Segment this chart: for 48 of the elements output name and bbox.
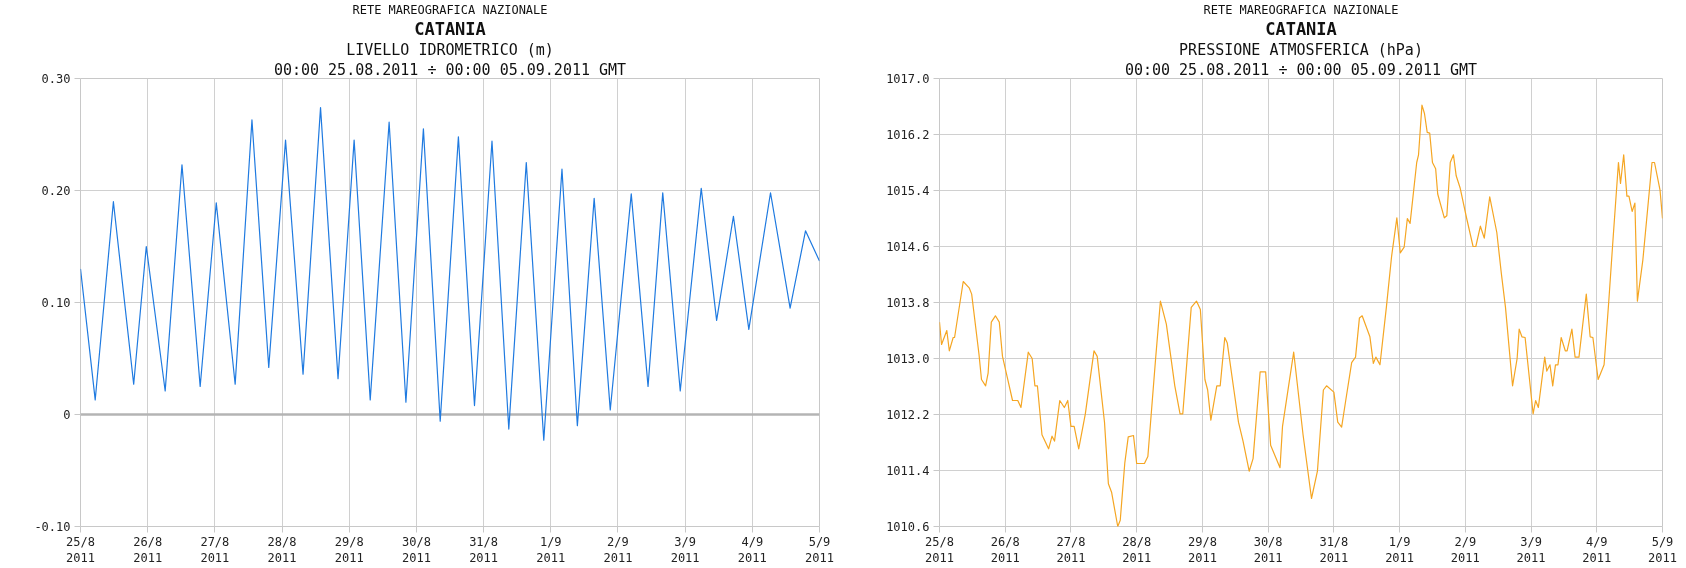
x-tick-label: 1/9 2011 <box>1385 534 1415 566</box>
x-tick-label: 4/9 2011 <box>737 534 767 566</box>
line-series <box>939 104 1663 527</box>
chart-subtitle: PRESSIONE ATMOSFERICA (hPa) <box>1179 40 1423 59</box>
y-tick-label: -0.10 <box>34 520 71 534</box>
y-tick-label: 1015.4 <box>886 184 930 198</box>
text: RETE MAREOGRAFICA NAZIONALE <box>352 2 548 17</box>
x-tick-label: 30/8 2011 <box>401 534 431 566</box>
y-tick-label: 1016.2 <box>886 128 930 142</box>
y-tick-label: 1013.0 <box>886 352 930 366</box>
x-tick-label: 26/8 2011 <box>990 534 1020 566</box>
x-tick-label: 25/8 2011 <box>925 534 954 566</box>
x-tick-label: 25/8 2011 <box>66 534 95 566</box>
chart-subtitle: LIVELLO IDROMETRICO (m) <box>346 40 554 59</box>
annotation: 00:00 25.08.2011 ÷ 00:00 05.09.2011 GMT <box>1124 60 1478 79</box>
annotation: 00:00 25.08.2011 ÷ 00:00 05.09.2011 GMT <box>273 60 627 79</box>
x-tick-label: 2/9 2011 <box>1450 534 1480 566</box>
chart-title: CATANIA <box>414 18 486 39</box>
x-tick-label: 28/8 2011 <box>267 534 297 566</box>
x-tick-label: 5/9 2011 <box>1648 534 1677 566</box>
x-tick-label: 3/9 2011 <box>670 534 700 566</box>
chart-title: CATANIA <box>1265 18 1337 39</box>
text: RETE MAREOGRAFICA NAZIONALE <box>1203 2 1399 17</box>
x-tick-label: 1/9 2011 <box>536 534 566 566</box>
x-tick-label: 4/9 2011 <box>1582 534 1612 566</box>
y-tick-label: 0 <box>63 408 71 422</box>
x-tick-label: 5/9 2011 <box>805 534 834 566</box>
y-tick-label: 1014.6 <box>886 240 930 254</box>
x-tick-label: 27/8 2011 <box>1056 534 1086 566</box>
x-tick-label: 28/8 2011 <box>1122 534 1152 566</box>
y-tick-label: 1010.6 <box>886 520 930 534</box>
y-tick-label: 1012.2 <box>886 408 930 422</box>
x-tick-label: 30/8 2011 <box>1253 534 1283 566</box>
x-tick-label: 27/8 2011 <box>200 534 230 566</box>
y-tick-label: 1017.0 <box>886 72 930 86</box>
y-tick-label: 0.20 <box>41 184 71 198</box>
x-tick-label: 29/8 2011 <box>334 534 364 566</box>
x-tick-label: 2/9 2011 <box>603 534 633 566</box>
y-tick-label: 1011.4 <box>886 464 930 478</box>
y-tick-label: 0.10 <box>41 296 71 310</box>
x-tick-label: 31/8 2011 <box>1319 534 1349 566</box>
y-tick-label: 0.30 <box>41 72 71 86</box>
y-tick-label: 1013.8 <box>886 296 930 310</box>
x-tick-label: 31/8 2011 <box>469 534 499 566</box>
x-tick-label: 3/9 2011 <box>1516 534 1546 566</box>
line-series <box>80 107 820 441</box>
x-tick-label: 29/8 2011 <box>1187 534 1217 566</box>
x-tick-label: 26/8 2011 <box>133 534 163 566</box>
